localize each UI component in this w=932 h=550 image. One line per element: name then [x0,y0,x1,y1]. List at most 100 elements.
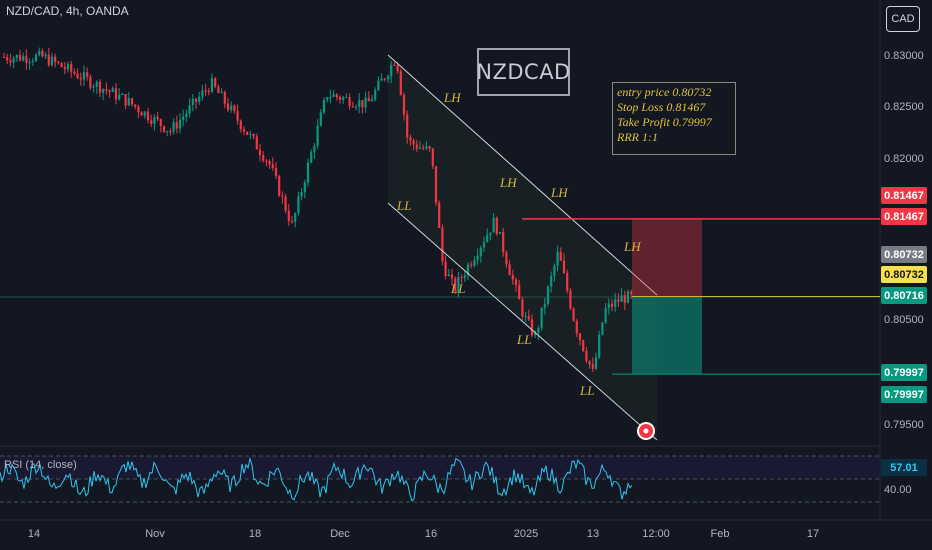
candle-body [473,260,476,266]
chart-title-box[interactable]: NZDCAD [476,48,570,96]
candle-body [620,295,623,302]
date-tick: 14 [27,528,41,540]
candle-body [127,98,130,106]
candle-body [281,195,284,197]
candle-body [521,299,524,317]
candle-body [162,125,166,132]
candle-body [354,106,358,108]
candle-body [434,166,438,203]
candle-body [114,88,118,100]
candle-body [95,81,98,87]
candle-body [230,105,233,110]
candle-body [41,50,44,57]
candle-body [393,64,396,66]
candle-body [479,247,482,256]
candle-body [319,112,322,126]
candle-body [217,86,220,93]
candle-body [585,351,588,361]
candle-body [562,260,566,274]
alert-marker[interactable] [637,422,655,440]
candle-body [412,140,415,145]
candle-body [198,96,201,102]
candle-body [50,56,54,66]
candle-body [601,322,604,335]
candle-body [310,152,313,163]
candle-body [591,364,594,369]
candle-body [332,94,335,97]
candle-body [626,291,630,303]
candle-body [454,278,457,291]
candle-body [166,131,169,133]
candle-body [527,316,530,320]
candle-body [236,111,239,121]
candle-body [271,164,274,169]
candle-body [610,303,614,307]
candle-body [409,137,412,141]
candle-body [607,303,610,308]
short-position-tool[interactable] [522,218,880,375]
candle-body [249,134,252,136]
candle-body [9,60,12,63]
candle-body [210,78,214,92]
candle-body [457,276,460,291]
candle-body [287,210,290,222]
candle-body [482,242,486,248]
candle-body [508,264,511,275]
candle-body [342,97,345,100]
entry-tag: 0.80732 [881,266,927,283]
candle-body [361,100,364,108]
candle-body [444,261,447,276]
candle-body [502,231,505,253]
candle-body [44,54,47,57]
pattern-label: LH [444,90,461,105]
candle-body [137,106,140,113]
candle-body [63,67,66,70]
pattern-label: LL [397,198,412,213]
candle-body [60,62,63,68]
candle-body [28,61,31,63]
candle-body [543,303,546,308]
pattern-label: LL [517,332,532,347]
candle-body [255,136,258,150]
candle-body [498,231,502,234]
candle-body [604,307,607,323]
date-tick: Nov [145,528,165,540]
risk-zone [632,218,702,297]
candle-body [553,265,556,276]
trade-info-box[interactable]: entry price 0.80732 Stop Loss 0.81467 Ta… [612,82,736,155]
rsi-label[interactable]: RSI (14, close) [4,459,77,471]
candle-body [441,227,444,262]
candle-body [476,255,479,261]
descending-channel[interactable] [387,54,658,441]
candle-body [569,290,572,309]
candle-body [345,97,348,99]
candle-body [511,274,514,280]
candle-body [470,264,473,266]
candle-body [73,71,76,74]
candle-body [22,56,25,61]
candle-body [486,234,489,243]
candle-body [348,97,351,107]
candle-body [316,125,319,146]
candle-body [313,145,316,153]
candle-body [358,100,361,107]
symbol-label[interactable]: NZD/CAD, 4h, OANDA [6,4,129,18]
candle-body [524,316,527,318]
last-price-tag: 0.80716 [881,287,927,304]
candle-body [364,97,367,108]
candle-body [18,55,22,61]
candle-body [351,106,354,108]
candle-body [140,112,143,116]
candle-body [25,56,28,63]
currency-button[interactable]: CAD [886,6,920,32]
candle-body [518,285,521,300]
candle-body [514,279,518,286]
candle-body [396,65,399,72]
channel-lower-line [387,202,658,441]
candle-body [274,168,278,177]
rrr-text: RRR 1:1 [617,130,658,144]
candle-body [399,71,402,95]
candle-body [422,147,425,149]
candle-body [546,286,550,304]
